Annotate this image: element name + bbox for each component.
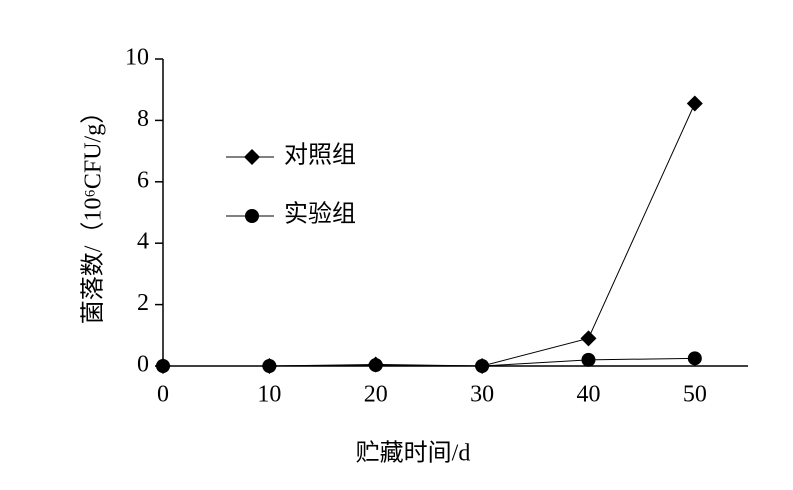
y-tick-label: 8 xyxy=(137,106,149,132)
series-line xyxy=(163,357,695,367)
x-tick-label: 10 xyxy=(257,382,281,408)
y-tick-label: 10 xyxy=(125,45,149,71)
legend-label: 实验组 xyxy=(284,201,356,228)
data-point xyxy=(262,359,277,373)
series-line xyxy=(163,103,696,367)
y-tick-label: 0 xyxy=(137,352,149,378)
y-tick-label: 6 xyxy=(137,167,149,193)
legend-marker xyxy=(244,149,260,165)
data-point xyxy=(686,95,703,112)
legend-label: 对照组 xyxy=(284,142,356,169)
data-point xyxy=(581,352,596,367)
x-tick-label: 40 xyxy=(576,382,600,408)
data-point xyxy=(580,330,597,347)
y-tick-label: 4 xyxy=(137,229,149,255)
data-point xyxy=(368,358,383,373)
data-point xyxy=(687,351,702,366)
x-tick-label: 20 xyxy=(364,382,388,408)
y-tick-label: 2 xyxy=(137,290,149,316)
data-point xyxy=(156,359,170,373)
x-axis-label: 贮藏时间/d xyxy=(356,440,471,467)
legend-marker xyxy=(245,209,259,223)
x-tick-label: 50 xyxy=(683,382,707,408)
x-tick-label: 30 xyxy=(470,382,494,408)
x-tick-label: 0 xyxy=(157,382,169,408)
data-point xyxy=(475,359,490,373)
y-axis-label: 菌落数/（10⁶CFU/g） xyxy=(80,100,107,324)
